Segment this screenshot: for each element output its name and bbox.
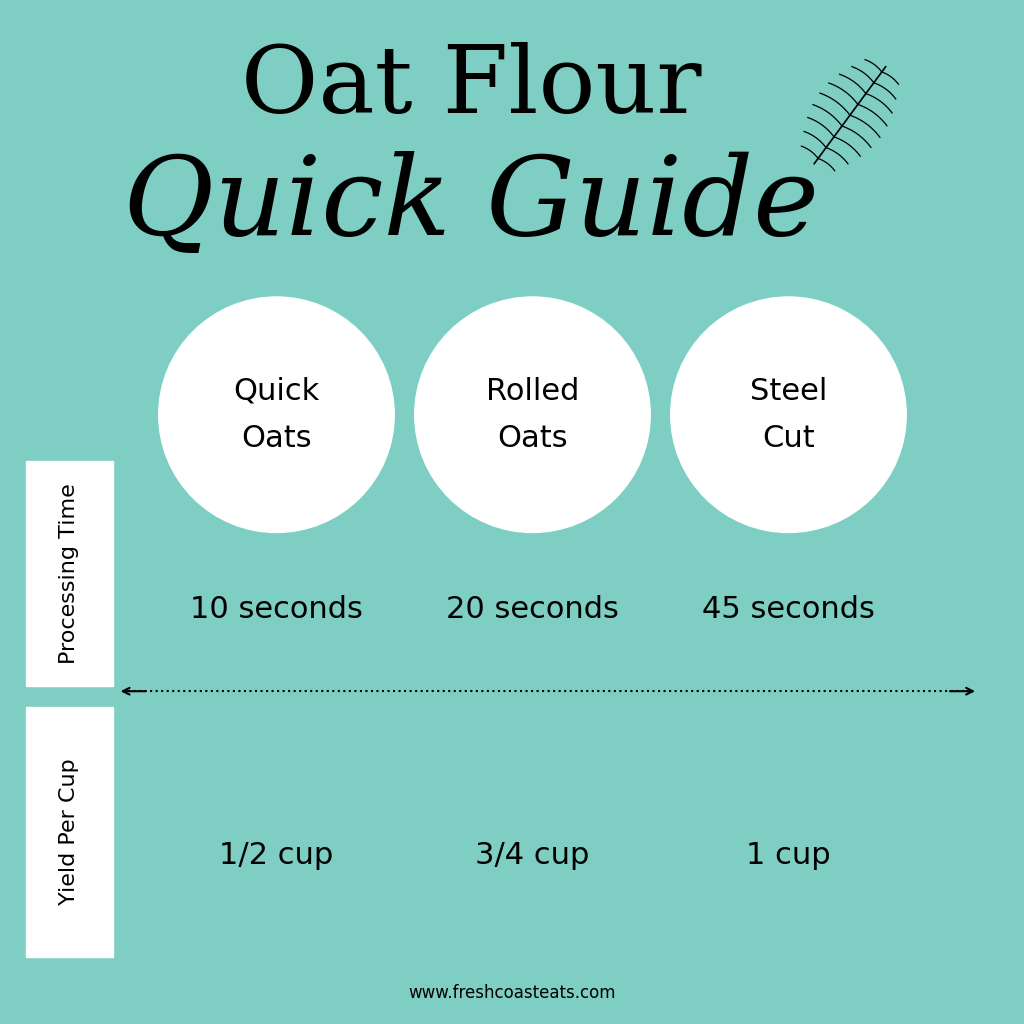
Text: Quick
Oats: Quick Oats <box>233 377 319 453</box>
Text: 10 seconds: 10 seconds <box>190 595 362 624</box>
FancyBboxPatch shape <box>26 461 113 686</box>
Text: 45 seconds: 45 seconds <box>702 595 874 624</box>
Text: 1 cup: 1 cup <box>746 841 830 869</box>
Text: www.freshcoasteats.com: www.freshcoasteats.com <box>409 984 615 1002</box>
Text: Quick Guide: Quick Guide <box>123 152 819 258</box>
FancyBboxPatch shape <box>26 707 113 957</box>
Text: Rolled
Oats: Rolled Oats <box>485 377 580 453</box>
Ellipse shape <box>415 297 650 532</box>
Text: Yield Per Cup: Yield Per Cup <box>59 759 79 905</box>
Text: Processing Time: Processing Time <box>59 483 79 664</box>
Text: Oat Flour: Oat Flour <box>241 42 701 132</box>
Text: Steel
Cut: Steel Cut <box>750 377 827 453</box>
Ellipse shape <box>671 297 906 532</box>
Text: 3/4 cup: 3/4 cup <box>475 841 590 869</box>
Ellipse shape <box>159 297 394 532</box>
Text: 20 seconds: 20 seconds <box>446 595 618 624</box>
Text: 1/2 cup: 1/2 cup <box>219 841 334 869</box>
